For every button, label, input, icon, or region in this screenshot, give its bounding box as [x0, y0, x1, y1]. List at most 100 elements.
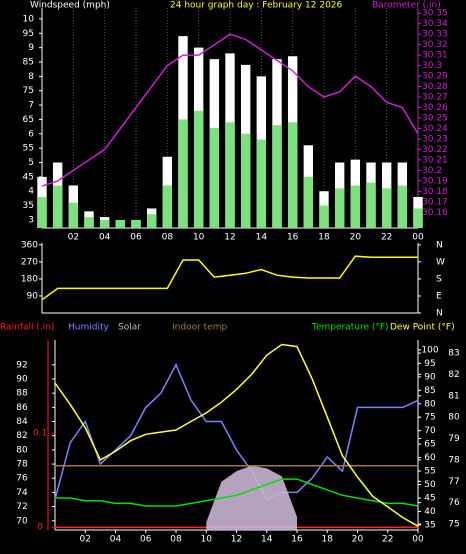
wind-bar	[225, 122, 235, 228]
y-tick-label: N	[436, 309, 443, 319]
wind-bar	[178, 119, 188, 228]
y-tick-label: 30.29	[422, 72, 448, 82]
x-tick-label: 16	[287, 233, 299, 243]
y-tick-label: S	[436, 274, 442, 284]
legend-entry: Rainfall (.in)	[0, 323, 54, 333]
legend-entry: Indoor temp	[172, 323, 227, 333]
y-tick-label: 30.25	[422, 114, 448, 124]
y-tick-label: 80	[16, 445, 28, 455]
y-tick-label: 9	[28, 43, 34, 53]
wind-bar	[334, 188, 345, 228]
y-tick-label: 30.19	[422, 176, 448, 186]
chart-title: 24 hour graph day : February 12 2026	[170, 1, 343, 11]
y-tick-label: 80	[424, 399, 436, 409]
x-tick-label: 20	[352, 535, 364, 545]
y-tick-label: 30.28	[422, 82, 448, 92]
legend-entry: Solar	[118, 323, 141, 333]
y-tick-label: 7	[28, 101, 34, 111]
y-tick-label: 81	[448, 391, 459, 401]
x-tick-label: 16	[291, 535, 303, 545]
y-tick-label: 45	[23, 172, 34, 182]
x-tick-label: 14	[261, 535, 273, 545]
y-tick-label: 0.1	[33, 429, 47, 439]
wind-bar	[193, 110, 204, 228]
y-tick-label: 77	[448, 477, 459, 487]
y-tick-label: 76	[448, 498, 460, 508]
y-tick-label: 100	[421, 345, 438, 355]
wind-bar	[37, 196, 47, 228]
x-tick-label: 02	[80, 535, 91, 545]
y-tick-label: 70	[16, 516, 28, 526]
y-tick-label: 92	[16, 360, 27, 370]
wind-bar	[287, 122, 298, 228]
y-tick-label: 360	[21, 240, 38, 250]
legend-entry: Temperature (°F)	[311, 323, 389, 333]
y-tick-label: 83	[448, 349, 459, 359]
barometer-label: Barometer (.in)	[372, 1, 441, 11]
y-tick-label: 180	[21, 274, 38, 284]
x-tick-label: 20	[350, 233, 362, 243]
x-tick-label: 02	[68, 233, 79, 243]
y-tick-label: 65	[424, 440, 435, 450]
x-tick-label: 08	[170, 535, 182, 545]
line	[41, 255, 418, 301]
y-tick-label: 30.16	[422, 208, 448, 218]
y-tick-label: 0	[37, 523, 43, 533]
y-tick-label: 75	[424, 413, 435, 423]
wind-bar	[350, 185, 361, 228]
y-tick-label: 79	[448, 434, 460, 444]
y-tick-label: 74	[16, 488, 28, 498]
y-tick-label: 78	[448, 455, 460, 465]
y-tick-label: 75	[448, 520, 459, 530]
y-tick-label: 30.31	[422, 51, 448, 61]
wind-bar	[68, 202, 79, 228]
x-tick-label: 10	[193, 233, 205, 243]
y-tick-label: 30.23	[422, 134, 448, 144]
y-tick-label: 30.3	[422, 61, 442, 71]
wind-bar	[256, 139, 267, 228]
y-tick-label: 86	[16, 403, 28, 413]
y-tick-label: 6	[28, 129, 34, 139]
y-tick-label: 30.34	[422, 19, 448, 29]
wind-bar	[272, 125, 282, 228]
y-tick-label: 55	[23, 144, 34, 154]
y-tick-label: 4	[28, 187, 34, 197]
wind-bar	[162, 185, 173, 228]
y-tick-label: 10	[23, 14, 35, 24]
y-tick-label: W	[436, 257, 445, 267]
wind-bar	[413, 208, 423, 228]
y-tick-label: 85	[424, 386, 435, 396]
y-tick-label: 30.35	[422, 9, 448, 19]
wind-bar	[131, 219, 141, 228]
y-tick-label: 45	[424, 493, 435, 503]
x-tick-label: 04	[110, 535, 122, 545]
legend-entry: Humidity	[68, 323, 109, 333]
y-tick-label: 88	[16, 389, 28, 399]
wind-bar	[303, 176, 314, 228]
wind-bar	[366, 182, 376, 228]
x-tick-label: 00	[412, 233, 424, 243]
y-tick-label: 30.26	[422, 103, 448, 113]
y-tick-label: 95	[424, 359, 435, 369]
y-tick-label: 90	[16, 374, 28, 384]
y-tick-label: 82	[448, 370, 459, 380]
y-tick-label: 90	[27, 291, 39, 301]
y-tick-label: 72	[16, 502, 27, 512]
line	[41, 33, 419, 187]
y-tick-label: 5	[28, 158, 34, 168]
y-tick-label: 30.21	[422, 155, 448, 165]
y-tick-label: 84	[16, 417, 28, 427]
y-tick-label: 35	[424, 520, 435, 530]
y-tick-label: 78	[16, 460, 28, 470]
y-tick-label: N	[436, 240, 443, 250]
y-tick-label: 8	[28, 72, 34, 82]
y-tick-label: 30.33	[422, 30, 448, 40]
x-tick-label: 12	[224, 233, 235, 243]
wind-bar	[319, 205, 329, 228]
y-tick-label: 35	[23, 201, 34, 211]
line	[54, 363, 419, 501]
wind-bar	[84, 217, 94, 228]
y-tick-label: 55	[424, 467, 435, 477]
